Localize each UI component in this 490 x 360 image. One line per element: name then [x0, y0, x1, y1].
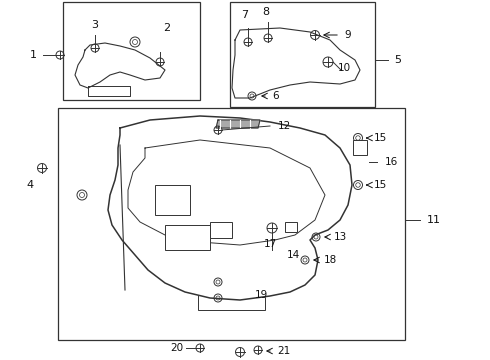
Text: 10: 10 — [338, 63, 351, 73]
Text: 9: 9 — [344, 30, 351, 40]
Bar — [230, 2, 375, 107]
Bar — [155, 185, 190, 215]
Text: 15: 15 — [374, 133, 387, 143]
Text: 1: 1 — [29, 50, 36, 60]
Text: 16: 16 — [385, 157, 398, 167]
Text: 5: 5 — [394, 55, 401, 65]
Bar — [58, 108, 405, 340]
Polygon shape — [108, 116, 352, 300]
Bar — [210, 222, 232, 238]
Bar — [353, 140, 367, 155]
Text: 15: 15 — [374, 180, 387, 190]
Text: 13: 13 — [334, 232, 347, 242]
Polygon shape — [216, 120, 260, 128]
Text: 8: 8 — [263, 7, 270, 17]
Text: 18: 18 — [324, 255, 337, 265]
Bar — [285, 222, 297, 232]
Text: 20: 20 — [170, 343, 183, 353]
Text: 19: 19 — [255, 290, 268, 300]
Text: 6: 6 — [272, 91, 279, 101]
Text: 3: 3 — [92, 20, 98, 30]
Polygon shape — [232, 28, 360, 98]
Bar — [165, 225, 210, 250]
Text: 7: 7 — [242, 10, 248, 20]
Bar — [63, 2, 200, 100]
Text: 21: 21 — [277, 346, 290, 356]
Text: 12: 12 — [278, 121, 291, 131]
Text: 2: 2 — [163, 23, 170, 33]
Text: 4: 4 — [26, 180, 33, 190]
Polygon shape — [75, 43, 165, 88]
Bar — [198, 272, 265, 310]
Text: 11: 11 — [427, 215, 441, 225]
Text: 14: 14 — [287, 250, 300, 260]
Text: 17: 17 — [264, 239, 277, 249]
